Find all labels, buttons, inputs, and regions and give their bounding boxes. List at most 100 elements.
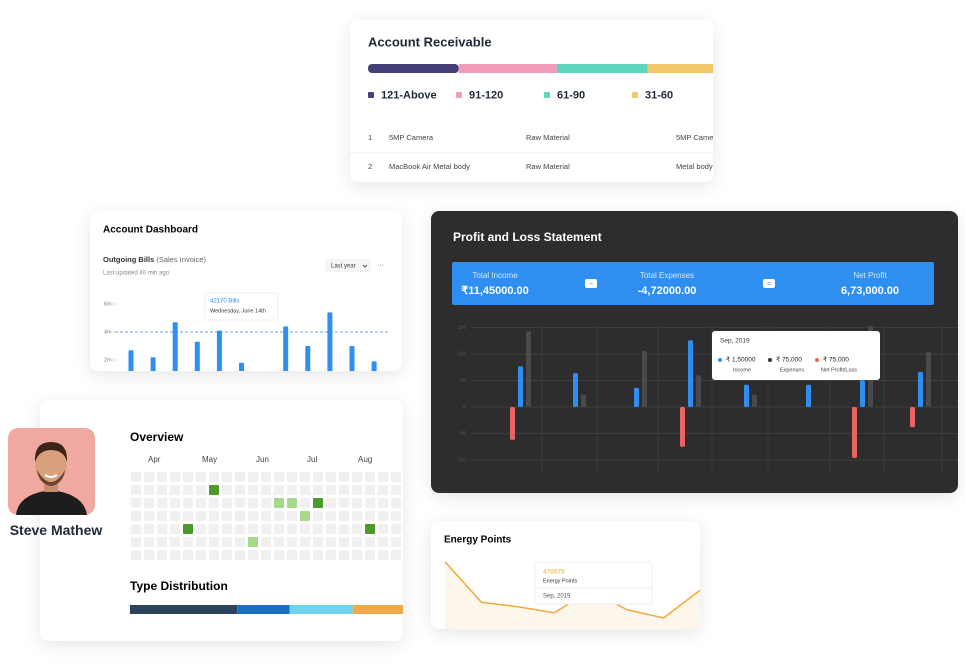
heatmap-cell bbox=[326, 537, 336, 547]
summary-value: -4,72000.00 bbox=[638, 285, 697, 297]
heatmap-cell bbox=[274, 537, 284, 547]
heatmap-cell bbox=[144, 524, 154, 534]
summary-label: Total Income bbox=[472, 271, 518, 280]
activity-cell bbox=[248, 537, 258, 547]
avatar bbox=[16, 442, 87, 515]
bar bbox=[216, 330, 222, 371]
bar bbox=[581, 394, 586, 407]
tooltip-value: ₹ 75,000 bbox=[823, 356, 849, 364]
heatmap-cell bbox=[391, 550, 401, 560]
bar bbox=[349, 346, 355, 371]
heatmap-cell bbox=[365, 485, 375, 495]
heatmap-cell bbox=[287, 550, 297, 560]
receivable-segment bbox=[458, 64, 557, 73]
summary-banner bbox=[452, 262, 934, 305]
table-cell: MacBook Air Metal body bbox=[389, 162, 470, 171]
heatmap-cell bbox=[196, 524, 206, 534]
heatmap-cell bbox=[235, 550, 245, 560]
heatmap-cell bbox=[261, 498, 271, 508]
tooltip-label: Energy Points bbox=[543, 578, 577, 584]
heatmap-cell bbox=[326, 524, 336, 534]
subtitle-main: Outgoing Bills bbox=[103, 255, 154, 264]
heatmap-cell bbox=[391, 537, 401, 547]
legend-label: Net Profit/Loss bbox=[821, 367, 857, 373]
operator-badge bbox=[585, 279, 597, 288]
heatmap-cell bbox=[222, 485, 232, 495]
heatmap-cell bbox=[261, 524, 271, 534]
receivable-segment bbox=[368, 64, 459, 73]
legend-label: 121-Above bbox=[381, 89, 437, 101]
table-cell: Raw Material bbox=[526, 133, 570, 142]
heatmap-cell bbox=[313, 472, 323, 482]
energy-points-card: Energy Points 476678 Energy Points Sep, 20… bbox=[431, 521, 700, 629]
heatmap-cell bbox=[235, 511, 245, 521]
heatmap-cell bbox=[170, 498, 180, 508]
heatmap-cell bbox=[157, 511, 167, 521]
heatmap-cell bbox=[157, 537, 167, 547]
profile-name: Steve Mathew bbox=[9, 522, 103, 538]
summary-label: Net Profit bbox=[853, 271, 887, 280]
legend-swatch bbox=[544, 92, 550, 98]
bar bbox=[806, 384, 811, 407]
heatmap-cell bbox=[300, 485, 310, 495]
heatmap-cell bbox=[261, 511, 271, 521]
heatmap-cell bbox=[144, 537, 154, 547]
distribution-segment bbox=[130, 605, 238, 614]
activity-cell bbox=[209, 485, 219, 495]
heatmap-cell bbox=[248, 524, 258, 534]
beard bbox=[37, 470, 65, 486]
activity-cell bbox=[274, 498, 284, 508]
heatmap-cell bbox=[209, 550, 219, 560]
heatmap-cell bbox=[170, 550, 180, 560]
activity-cell bbox=[365, 524, 375, 534]
y-tick-label: -50 bbox=[459, 431, 466, 437]
tooltip-dot bbox=[768, 358, 772, 362]
bar bbox=[283, 326, 289, 371]
heatmap-cell bbox=[235, 524, 245, 534]
y-tick-label: 150 bbox=[458, 325, 467, 331]
heatmap-cell bbox=[313, 511, 323, 521]
subtitle: Outgoing Bills (Sales Invoice) bbox=[103, 255, 206, 264]
smile bbox=[44, 474, 58, 478]
heatmap-cell bbox=[378, 511, 388, 521]
heatmap-cell bbox=[144, 511, 154, 521]
receivable-segment bbox=[556, 64, 648, 73]
heatmap-cell bbox=[248, 498, 258, 508]
period-label[interactable]: Last year bbox=[331, 264, 356, 270]
heatmap-cell bbox=[248, 511, 258, 521]
heatmap-cell bbox=[196, 511, 206, 521]
profit-loss-svg: Profit and Loss Statement Total Income ₹1… bbox=[452, 230, 958, 473]
y-tick-label: -100 bbox=[456, 457, 466, 463]
bar bbox=[518, 366, 523, 407]
account-receivable-card: Account Receivable 121-Above 91-120 61-90 3… bbox=[350, 20, 713, 182]
heatmap-cell bbox=[391, 498, 401, 508]
tooltip: Sep, 2019 ₹ 1,50000 Income ₹ 75,000 Expenses… bbox=[712, 331, 880, 380]
y-tick-label: 100 bbox=[458, 351, 467, 357]
heatmap-cell bbox=[183, 550, 193, 560]
period-dropdown[interactable] bbox=[325, 259, 371, 272]
heatmap-cell bbox=[313, 524, 323, 534]
heatmap-cell bbox=[274, 550, 284, 560]
bar bbox=[860, 379, 865, 407]
menu-button[interactable]: ··· bbox=[377, 262, 384, 269]
legend-label: Expenses bbox=[780, 367, 804, 373]
operator: − bbox=[589, 281, 593, 288]
bar bbox=[327, 312, 333, 371]
y-tick-label: 2m bbox=[104, 357, 112, 363]
heatmap-cell bbox=[170, 524, 180, 534]
heatmap-cell bbox=[157, 485, 167, 495]
shirt bbox=[16, 490, 87, 515]
heatmap-cell bbox=[235, 498, 245, 508]
heatmap-cell bbox=[157, 550, 167, 560]
heatmap-cell bbox=[170, 472, 180, 482]
bar bbox=[239, 362, 244, 371]
month-label: Jul bbox=[307, 455, 317, 464]
bar bbox=[305, 346, 311, 371]
heatmap-cell bbox=[131, 472, 141, 482]
face bbox=[35, 445, 67, 485]
summary-value: ₹11,45000.00 bbox=[461, 285, 529, 297]
tooltip-dot bbox=[815, 358, 819, 362]
heatmap-cell bbox=[352, 524, 362, 534]
heatmap-cell bbox=[300, 537, 310, 547]
tooltip-date: Wednesday, June 14th bbox=[210, 308, 266, 314]
